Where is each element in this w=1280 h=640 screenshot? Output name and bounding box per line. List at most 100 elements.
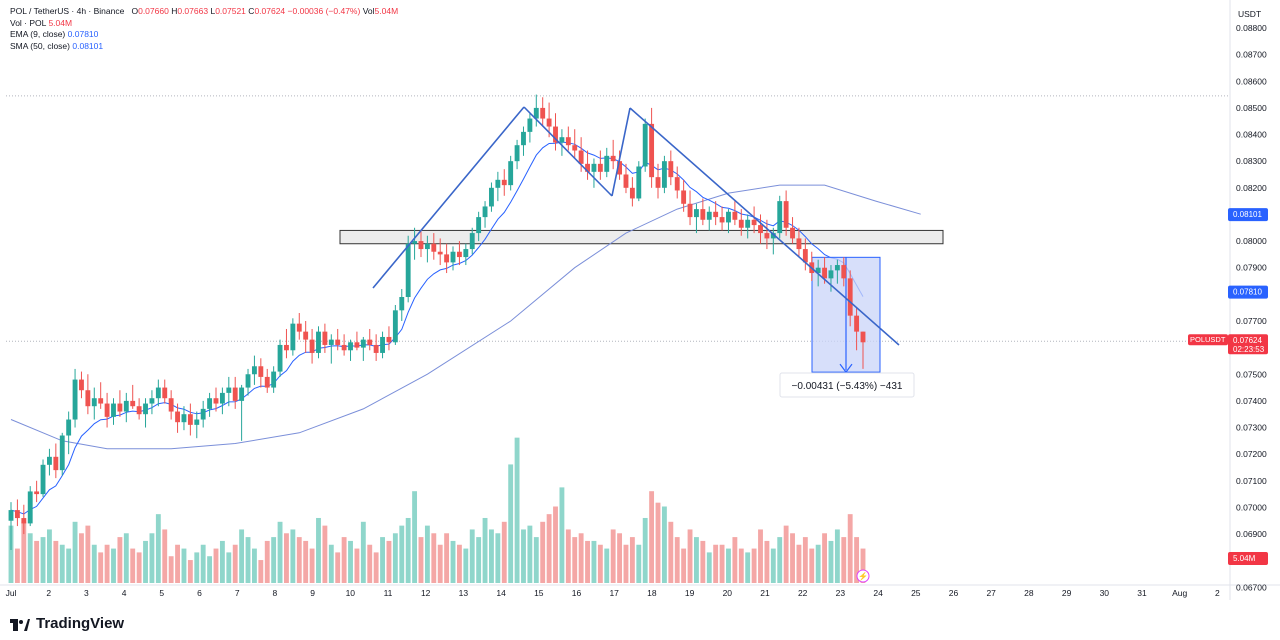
volume-bar	[719, 544, 725, 583]
currency-label[interactable]: USDT	[1238, 9, 1262, 19]
candle-body	[565, 137, 571, 146]
candle-body	[847, 278, 853, 316]
candle-body	[245, 374, 251, 388]
volume-bar	[271, 537, 277, 583]
legend-sma-row[interactable]: SMA (50, close) 0.08101	[10, 41, 398, 53]
volume-bar	[476, 537, 482, 583]
volume-bar	[175, 544, 180, 583]
last-price-badge-text: 0.07624	[1233, 336, 1262, 345]
candle-body	[706, 211, 712, 220]
legend-volume-label: Vol · POL	[10, 17, 47, 28]
x-tick-label: 5	[159, 588, 164, 598]
resistance-zone	[339, 229, 944, 245]
candle-body	[258, 366, 264, 377]
volume-bar	[40, 537, 46, 583]
x-tick-label: 8	[273, 588, 278, 598]
candle-body	[476, 217, 482, 234]
volume-bar	[533, 537, 539, 583]
x-tick-label: 26	[949, 588, 959, 598]
lightning-glyph: ⚡	[858, 571, 868, 581]
candle-body	[98, 398, 104, 404]
volume-badge-text: 5.04M	[1233, 554, 1256, 563]
volume-bar	[239, 529, 245, 583]
volume-bar	[187, 560, 193, 583]
legend-ema-row[interactable]: EMA (9, close) 0.07810	[10, 29, 398, 41]
volume-bar	[540, 521, 546, 583]
candle-body	[284, 344, 289, 351]
x-tick-label: 2	[46, 588, 51, 598]
volume-bar	[386, 540, 392, 583]
candle-body	[649, 123, 655, 178]
volume-bar	[726, 548, 731, 583]
volume-bar	[322, 525, 328, 583]
volume-bar	[258, 560, 264, 583]
candle-body	[79, 379, 84, 391]
ticker-badge	[1188, 334, 1228, 346]
volume-bar	[335, 552, 341, 583]
candle-body	[290, 323, 296, 351]
volume-bar	[841, 537, 847, 583]
candle-body	[463, 249, 469, 258]
candle-body	[130, 400, 136, 407]
volume-bar	[674, 537, 680, 583]
candle-body	[623, 174, 629, 188]
volume-bar	[367, 544, 373, 583]
volume-bar	[85, 525, 91, 583]
volume-bar	[745, 552, 751, 583]
volume-bar	[860, 548, 866, 583]
ticker-badge-text: POLUSDT	[1190, 335, 1226, 344]
volume-bar	[117, 537, 123, 583]
y-tick-label: 0.08500	[1236, 103, 1267, 113]
candle-body	[456, 251, 462, 258]
x-tick-label: 12	[421, 588, 431, 598]
volume-bar	[796, 544, 802, 583]
candle-body	[328, 339, 334, 345]
volume-bar	[809, 548, 815, 583]
candle-body	[437, 251, 443, 255]
volume-bar	[546, 514, 552, 583]
volume-bar	[162, 529, 168, 583]
sma-50-line	[10, 184, 921, 450]
volume-bar	[597, 544, 603, 583]
volume-bar	[591, 540, 597, 583]
volume-bar	[521, 529, 526, 583]
legend-close-label: C	[248, 6, 255, 16]
volume-bar	[450, 540, 456, 583]
candle-body	[629, 187, 635, 199]
volume-bar	[8, 525, 14, 583]
volume-bar	[802, 537, 808, 583]
ema-price-badge	[1228, 285, 1268, 299]
candle-body	[175, 411, 180, 423]
legend-vol-label: Vol	[362, 6, 375, 16]
candle-body	[790, 227, 795, 239]
volume-bar	[181, 548, 187, 583]
candle-body	[661, 161, 667, 188]
candle-body	[796, 238, 802, 250]
volume-bar	[585, 540, 590, 583]
legend-symbol[interactable]: POL / TetherUS · 4h · Binance	[10, 6, 125, 16]
tradingview-logo[interactable]: TradingView	[10, 615, 124, 632]
candle-body	[207, 398, 213, 409]
measure-arrow-head	[839, 363, 853, 374]
candle-body	[713, 211, 719, 218]
candle-body	[143, 403, 148, 415]
y-tick-label: 0.07300	[1236, 423, 1267, 433]
volume-bar	[34, 540, 40, 583]
candle-body	[559, 137, 565, 143]
legend-volume-row[interactable]: Vol · POL 5.04M	[10, 18, 398, 30]
volume-bar	[399, 525, 405, 583]
y-tick-label: 0.08400	[1236, 130, 1267, 140]
candle-body	[636, 166, 642, 199]
candle-body	[386, 336, 392, 343]
volume-bar	[444, 533, 450, 583]
candle-body	[444, 254, 450, 263]
volume-bar	[655, 502, 661, 583]
candle-body	[521, 131, 526, 146]
candle-body	[501, 179, 507, 186]
volume-bar	[111, 548, 116, 583]
y-tick-label: 0.08200	[1236, 183, 1267, 193]
volume-bar	[777, 537, 783, 583]
volume-bar	[623, 544, 629, 583]
volume-badge	[1228, 552, 1268, 565]
